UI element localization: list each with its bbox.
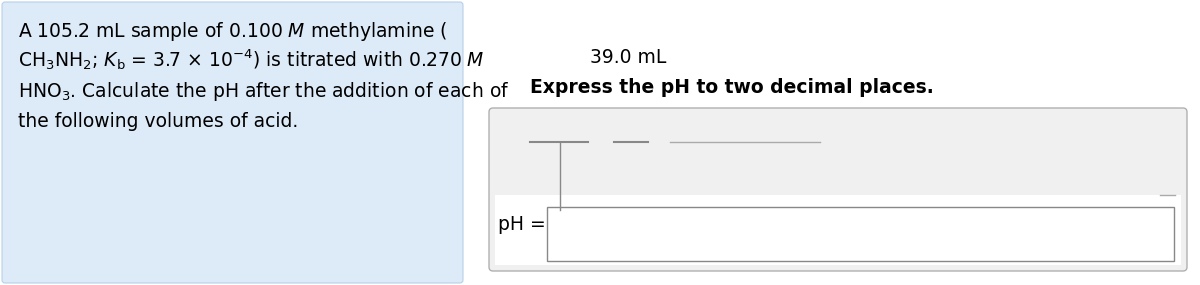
FancyBboxPatch shape: [496, 195, 1181, 265]
Text: Express the pH to two decimal places.: Express the pH to two decimal places.: [530, 78, 934, 97]
FancyBboxPatch shape: [490, 108, 1187, 271]
FancyBboxPatch shape: [2, 2, 463, 283]
Text: 39.0 mL: 39.0 mL: [590, 48, 666, 67]
Text: pH =: pH =: [498, 215, 546, 234]
Text: $\mathrm{HNO_3}$. Calculate the pH after the addition of each of: $\mathrm{HNO_3}$. Calculate the pH after…: [18, 80, 510, 103]
Text: $\mathrm{CH_3NH_2}$; $K_\mathrm{b}$ = 3.7 $\times$ 10$^{-4}$) is titrated with 0: $\mathrm{CH_3NH_2}$; $K_\mathrm{b}$ = 3.…: [18, 48, 485, 72]
FancyBboxPatch shape: [547, 207, 1174, 261]
Text: the following volumes of acid.: the following volumes of acid.: [18, 112, 299, 131]
Text: A 105.2 mL sample of 0.100 $M$ methylamine (: A 105.2 mL sample of 0.100 $M$ methylami…: [18, 20, 448, 43]
